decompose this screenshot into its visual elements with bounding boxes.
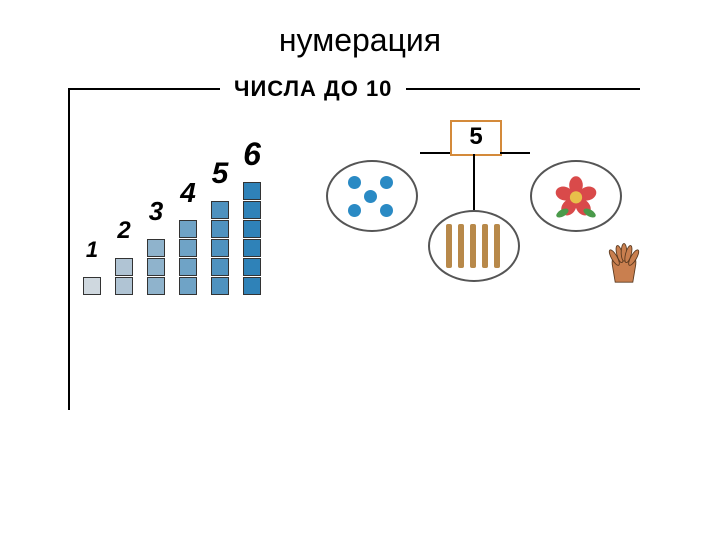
bar-column: 4	[176, 219, 200, 295]
bar-cell	[243, 258, 261, 276]
page-title: нумерация	[0, 22, 720, 59]
counting-stick	[446, 224, 452, 268]
bar-chart: 123456	[80, 135, 310, 295]
counting-stick	[458, 224, 464, 268]
bar-cell	[115, 277, 133, 295]
bar-cell	[83, 277, 101, 295]
counting-stick	[470, 224, 476, 268]
bar-cell	[243, 182, 261, 200]
bar-label: 2	[112, 217, 136, 245]
connector-line	[420, 152, 450, 154]
bar-cell	[243, 201, 261, 219]
counting-stick	[482, 224, 488, 268]
bar-label: 5	[208, 157, 232, 191]
bar-cell	[179, 220, 197, 238]
bar-cell	[211, 258, 229, 276]
counting-dot	[380, 176, 393, 189]
bar-cell	[147, 277, 165, 295]
bar-label: 6	[240, 136, 264, 173]
bar-cell	[211, 277, 229, 295]
counting-dot	[348, 204, 361, 217]
flower-oval	[530, 160, 622, 232]
bar-cell	[115, 258, 133, 276]
flower-icon	[532, 162, 620, 230]
bar-cell	[211, 239, 229, 257]
hand-icon	[602, 240, 646, 284]
bar-cell	[179, 258, 197, 276]
counting-dot	[364, 190, 377, 203]
bar-cell	[179, 277, 197, 295]
bar-cell	[211, 201, 229, 219]
bar-label: 3	[144, 196, 168, 227]
counting-dot	[348, 176, 361, 189]
counting-stick	[494, 224, 500, 268]
bar-cell	[147, 239, 165, 257]
connector-line	[473, 154, 475, 210]
page: нумерация ЧИСЛА ДО 10 123456 5	[0, 0, 720, 540]
bar-column: 6	[240, 181, 264, 295]
bar-column: 2	[112, 257, 136, 295]
bar-cell	[243, 239, 261, 257]
counting-dot	[380, 204, 393, 217]
bar-cell	[243, 220, 261, 238]
bar-cell	[211, 220, 229, 238]
content-frame: ЧИСЛА ДО 10 123456 5	[68, 88, 640, 410]
section-subtitle: ЧИСЛА ДО 10	[220, 76, 406, 102]
bar-cell	[147, 258, 165, 276]
bar-label: 1	[80, 237, 104, 263]
bar-label: 4	[176, 177, 200, 209]
connector-line	[500, 152, 530, 154]
bar-column: 5	[208, 200, 232, 295]
number-5-diagram: 5	[320, 120, 640, 300]
bar-cell	[243, 277, 261, 295]
bar-cell	[179, 239, 197, 257]
bar-column: 1	[80, 276, 104, 295]
bar-column: 3	[144, 238, 168, 295]
number-5-box: 5	[450, 120, 502, 156]
